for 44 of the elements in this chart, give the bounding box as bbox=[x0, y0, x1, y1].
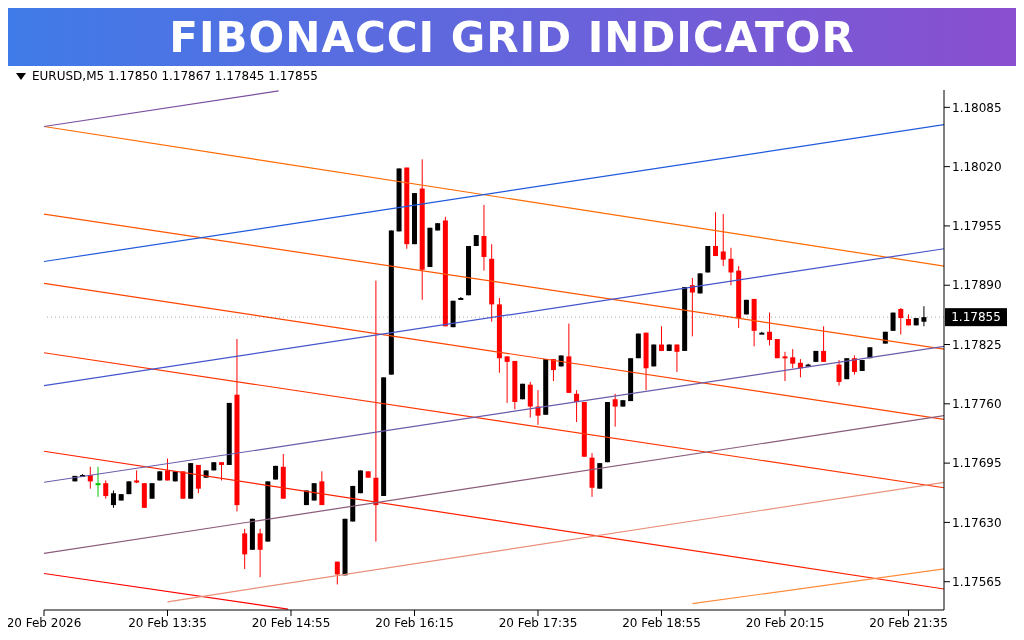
candlestick bbox=[728, 247, 734, 286]
x-tick-label: 20 Feb 21:35 bbox=[869, 615, 948, 630]
candlestick bbox=[720, 213, 726, 267]
candlestick bbox=[674, 344, 680, 373]
candlestick bbox=[242, 528, 248, 570]
candlestick bbox=[481, 204, 487, 272]
y-tick-label: 1.17630 bbox=[952, 515, 1002, 530]
y-tick-label: 1.17890 bbox=[952, 278, 1002, 293]
candlestick bbox=[659, 325, 664, 352]
y-tick-label: 1.17955 bbox=[952, 219, 1002, 234]
y-tick-label: 1.18085 bbox=[952, 100, 1002, 115]
x-tick-label: 20 Feb 13:35 bbox=[128, 615, 207, 630]
y-tick-label: 1.17565 bbox=[952, 574, 1002, 589]
candlestick bbox=[612, 393, 618, 428]
candlestick bbox=[504, 355, 510, 404]
y-tick-label: 1.17825 bbox=[952, 337, 1002, 352]
x-tick-label: 20 Feb 18:55 bbox=[622, 615, 701, 630]
x-tick-label: 20 Feb 2026 bbox=[6, 615, 82, 630]
candlestick bbox=[527, 381, 533, 419]
candlestick bbox=[689, 277, 695, 337]
candlestick bbox=[782, 351, 788, 382]
candlestick bbox=[898, 307, 904, 335]
x-tick-label: 20 Feb 20:15 bbox=[745, 615, 825, 630]
ref-line-label: 1.17855 bbox=[951, 310, 1001, 325]
y-tick-label: 1.18020 bbox=[952, 159, 1002, 174]
candlestick bbox=[767, 312, 773, 346]
x-tick-label: 20 Feb 17:35 bbox=[498, 615, 578, 630]
y-tick-label: 1.17760 bbox=[952, 397, 1002, 412]
chart-title: FIBONACCI GRID INDICATOR bbox=[8, 8, 1016, 66]
chart-subtitle: EURUSD,M5 1.17850 1.17867 1.17845 1.17855 bbox=[32, 69, 318, 83]
candlestick bbox=[836, 359, 842, 387]
x-tick-label: 20 Feb 14:55 bbox=[251, 615, 331, 630]
candlestick bbox=[921, 305, 927, 327]
candlestick bbox=[821, 325, 827, 363]
candlestick bbox=[95, 466, 101, 498]
candlestick bbox=[373, 280, 379, 543]
candlestick bbox=[790, 348, 796, 369]
y-tick-label: 1.17695 bbox=[952, 456, 1002, 471]
candlestick bbox=[219, 461, 225, 481]
candlestick bbox=[103, 479, 109, 500]
x-tick-label: 20 Feb 16:15 bbox=[375, 615, 454, 630]
candlestick bbox=[195, 464, 201, 494]
candlestick bbox=[713, 211, 719, 257]
candlestick bbox=[257, 528, 263, 578]
